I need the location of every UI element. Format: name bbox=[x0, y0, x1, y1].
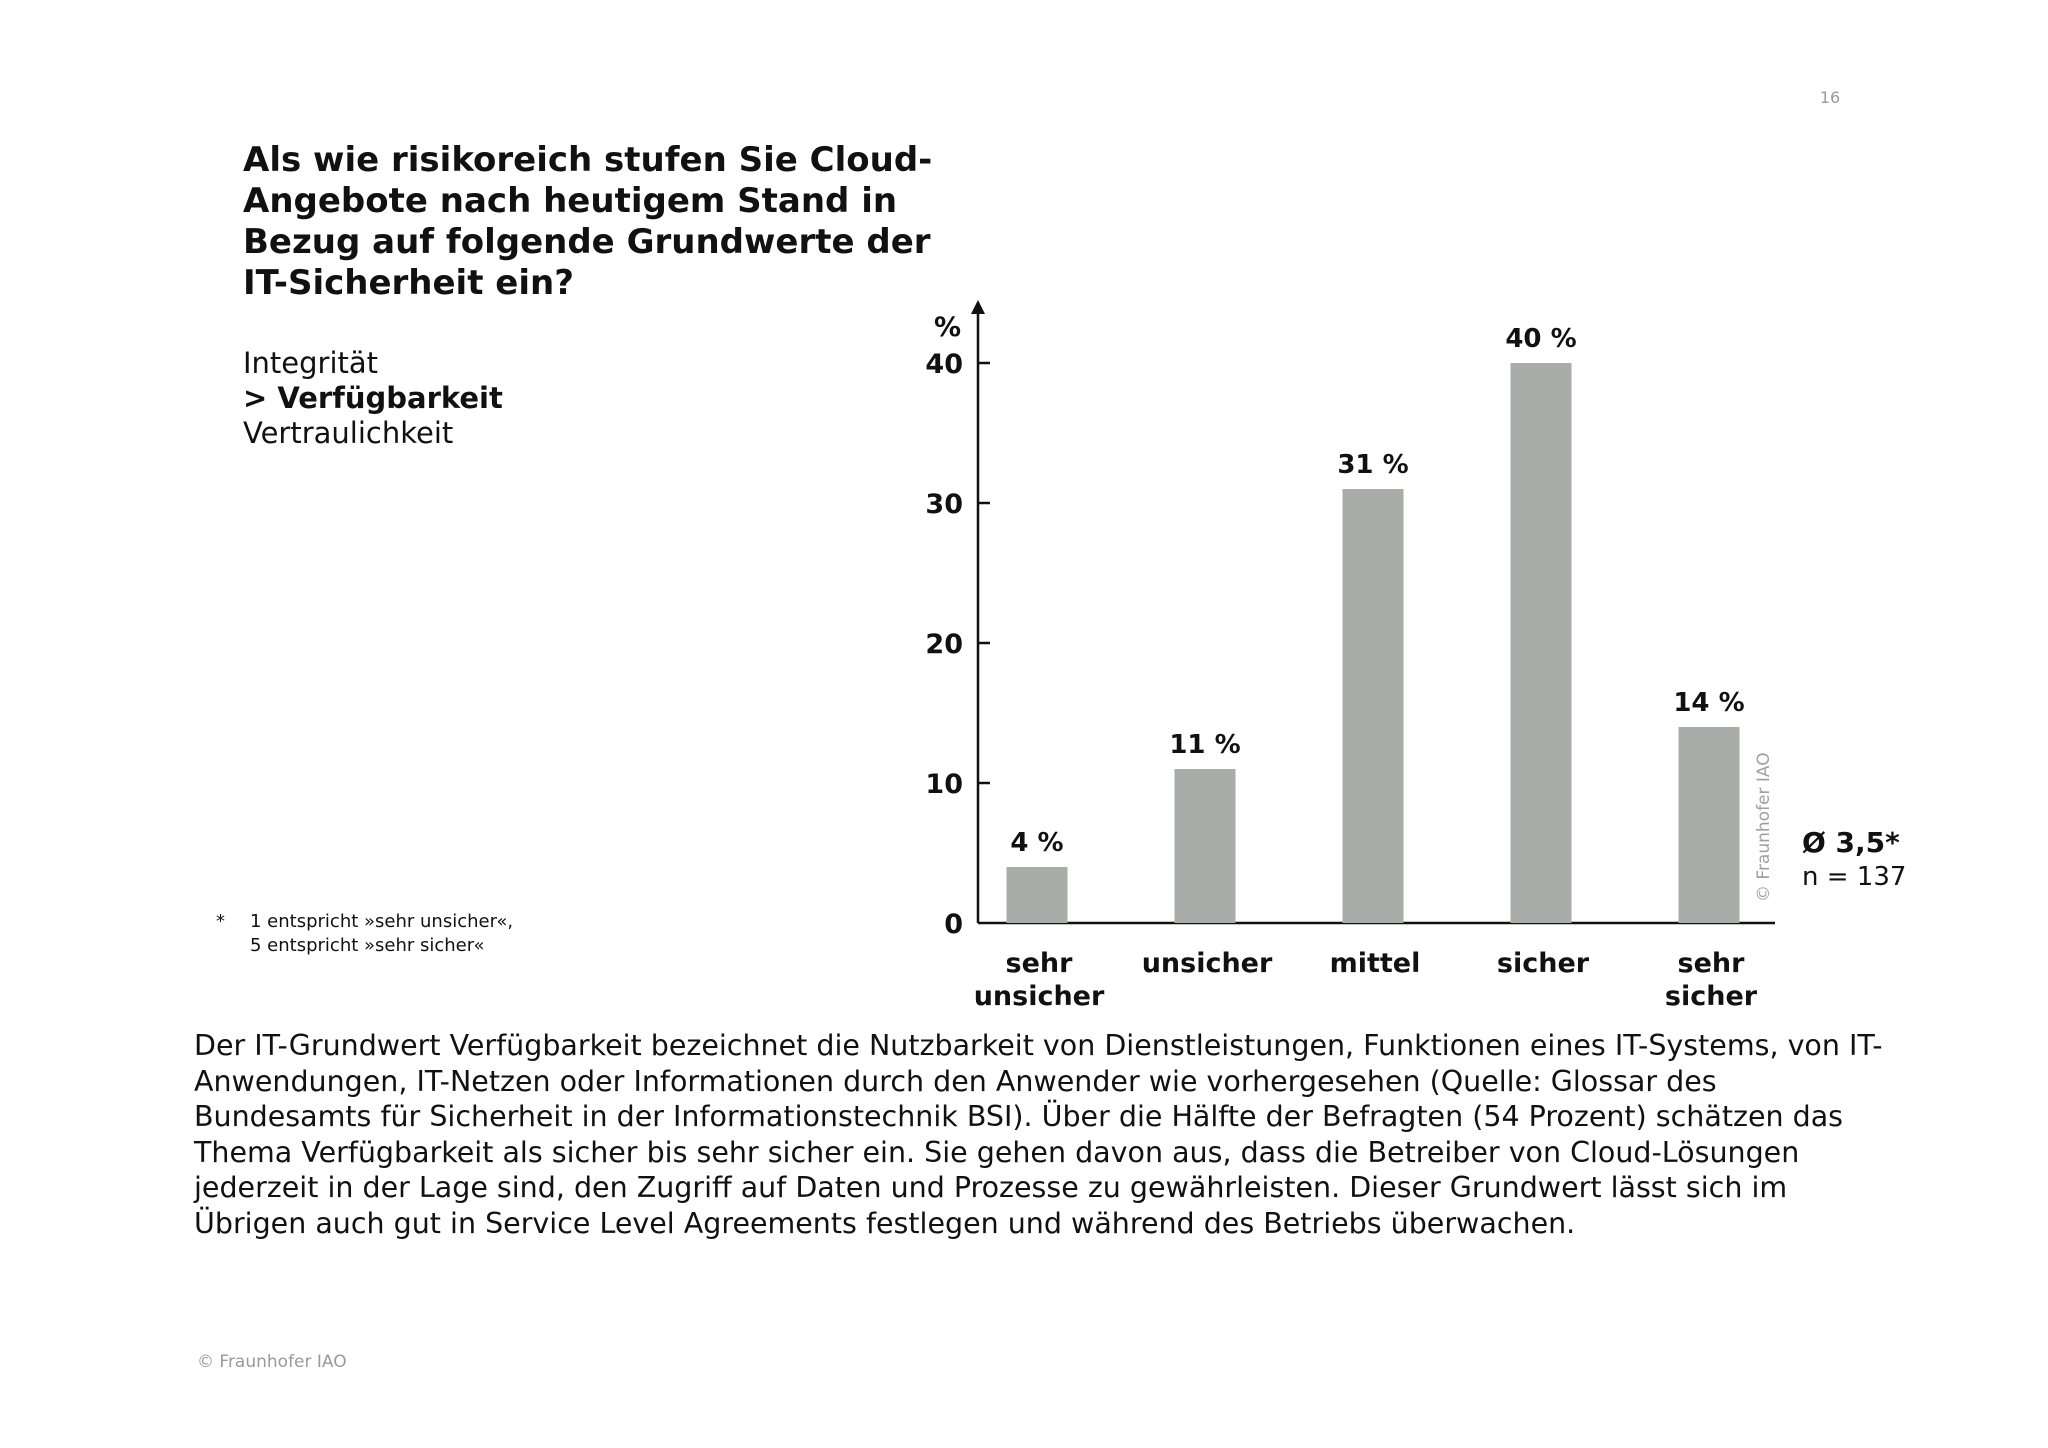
x-tick-label: sehr bbox=[1006, 948, 1074, 979]
bar bbox=[1678, 727, 1740, 923]
category-list: Integrität > Verfügbarkeit Vertraulichke… bbox=[243, 346, 743, 451]
page-number: 16 bbox=[1819, 88, 1841, 107]
footnote-text: 1 entspricht »sehr unsicher«, 5 entspric… bbox=[250, 910, 513, 958]
bar bbox=[1342, 489, 1404, 923]
mean-value: Ø 3,5* bbox=[1802, 826, 1900, 859]
footnote-line: 1 entspricht »sehr unsicher«, bbox=[250, 911, 514, 932]
x-tick-label: sicher bbox=[1497, 948, 1590, 979]
bar bbox=[1006, 867, 1068, 923]
copyright: © Fraunhofer IAO bbox=[197, 1352, 347, 1372]
question-line: Als wie risikoreich stufen Sie Cloud- bbox=[243, 140, 933, 180]
x-tick-label: mittel bbox=[1330, 948, 1421, 979]
y-tick-label: 10 bbox=[925, 769, 963, 800]
description-line: Der IT-Grundwert Verfügbarkeit bezeichne… bbox=[194, 1029, 1883, 1062]
x-tick-label: unsicher bbox=[1142, 948, 1273, 979]
x-tick-label: sehr bbox=[1678, 948, 1746, 979]
category-item-verfuegbarkeit: > Verfügbarkeit bbox=[243, 381, 503, 415]
chart-watermark: © Fraunhofer IAO bbox=[1754, 752, 1774, 902]
chart-summary: Ø 3,5* n = 137 bbox=[1802, 826, 2002, 894]
data-label: 11 % bbox=[1169, 730, 1240, 760]
y-tick-label: 0 bbox=[944, 909, 963, 940]
y-axis-arrow bbox=[971, 300, 985, 314]
description-line: Anwendungen, IT-Netzen oder Informatione… bbox=[194, 1064, 1717, 1098]
x-tick-label: sicher bbox=[1665, 981, 1758, 1012]
bar bbox=[1510, 363, 1572, 923]
category-item-vertraulichkeit: Vertraulichkeit bbox=[243, 416, 454, 450]
question-line: Bezug auf folgende Grundwerte der bbox=[243, 222, 931, 262]
data-label: 14 % bbox=[1673, 688, 1744, 718]
description-line: Bundesamts für Sicherheit in der Informa… bbox=[194, 1100, 1844, 1133]
question-line: IT-Sicherheit ein? bbox=[243, 263, 574, 303]
bar bbox=[1174, 769, 1236, 923]
y-tick-label: 20 bbox=[925, 629, 963, 660]
y-tick-label: 30 bbox=[925, 489, 963, 520]
sample-size: n = 137 bbox=[1802, 862, 1907, 892]
footnote-line: 5 entspricht »sehr sicher« bbox=[250, 935, 485, 956]
description-line: Thema Verfügbarkeit als sicher bis sehr … bbox=[194, 1135, 1800, 1169]
description-text: Der IT-Grundwert Verfügbarkeit bezeichne… bbox=[194, 1028, 1883, 1241]
description-line: jederzeit in der Lage sind, den Zugriff … bbox=[194, 1171, 1788, 1204]
x-tick-label: unsicher bbox=[974, 981, 1105, 1012]
question-title: Als wie risikoreich stufen Sie Cloud- An… bbox=[243, 140, 933, 304]
description-line: Übrigen auch gut in Service Level Agreem… bbox=[194, 1206, 1576, 1240]
y-axis-label: % bbox=[934, 312, 961, 343]
data-label: 40 % bbox=[1505, 324, 1576, 354]
question-line: Angebote nach heutigem Stand in bbox=[243, 181, 898, 221]
data-label: 4 % bbox=[1010, 828, 1063, 858]
data-label: 31 % bbox=[1337, 450, 1408, 480]
footnote-marker: * bbox=[216, 911, 225, 932]
y-tick-label: 40 bbox=[925, 349, 963, 380]
category-item-integritaet: Integrität bbox=[243, 346, 379, 380]
